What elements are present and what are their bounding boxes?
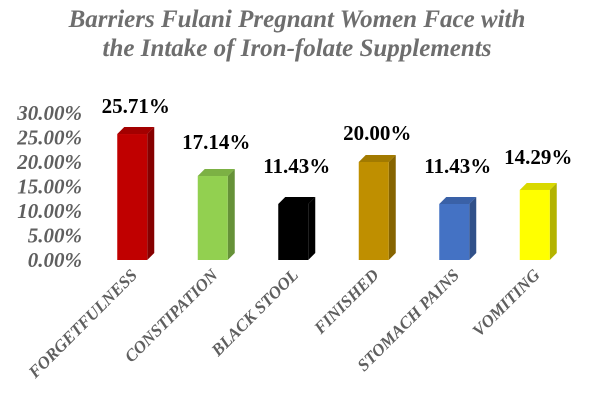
- bar-series: [117, 127, 557, 261]
- bar-side: [147, 127, 155, 261]
- data-label: 17.14%: [182, 130, 250, 154]
- bar-side: [469, 196, 477, 260]
- bar-side: [549, 182, 557, 260]
- chart-title: Barriers Fulani Pregnant Women Face with…: [68, 6, 526, 62]
- data-label: 11.43%: [424, 154, 491, 178]
- x-tick-label: FINISHED: [310, 265, 383, 338]
- bar: [439, 196, 477, 260]
- y-tick-label: 5.00%: [28, 224, 82, 248]
- data-label: 20.00%: [343, 121, 411, 145]
- x-tick-label: BLACK STOOL: [207, 265, 302, 360]
- bar-front: [439, 203, 470, 260]
- x-tick-label: VOMITING: [469, 265, 544, 340]
- bar: [358, 155, 396, 260]
- bar-side: [308, 196, 316, 260]
- bar-top: [278, 196, 316, 204]
- bar-top: [519, 182, 557, 190]
- bar: [197, 169, 235, 260]
- data-label: 14.29%: [504, 145, 572, 169]
- x-tick-label: FORGETFULNESS: [24, 265, 141, 382]
- bar: [278, 196, 316, 260]
- data-labels: 25.71% 17.14% 11.43% 20.00% 11.43% 14.29%: [102, 94, 573, 178]
- bar-front: [519, 189, 550, 260]
- bar-front: [278, 203, 309, 260]
- y-axis: 0.00%5.00%10.00%15.00%20.00%25.00%30.00%: [16, 101, 82, 272]
- bar-top: [197, 169, 235, 177]
- bar-side: [227, 169, 235, 260]
- bar-front: [117, 134, 148, 260]
- bar-top: [439, 196, 477, 204]
- bar-front: [358, 162, 389, 260]
- bar-top: [358, 155, 396, 162]
- y-tick-label: 0.00%: [28, 248, 82, 272]
- y-tick-label: 20.00%: [16, 150, 82, 174]
- chart-title-line-2: the Intake of Iron-folate Supplements: [103, 35, 492, 62]
- bar-front: [197, 176, 228, 260]
- y-tick-label: 10.00%: [17, 199, 82, 223]
- y-tick-label: 30.00%: [16, 101, 82, 125]
- chart-title-line-1: Barriers Fulani Pregnant Women Face with: [68, 6, 526, 33]
- bar-side: [388, 155, 396, 260]
- y-tick-label: 25.00%: [16, 126, 82, 150]
- data-label: 11.43%: [263, 154, 330, 178]
- bar-top: [117, 127, 155, 135]
- y-tick-label: 15.00%: [17, 175, 82, 199]
- bar: [519, 182, 557, 260]
- bar: [117, 127, 155, 261]
- data-label: 25.71%: [102, 94, 170, 118]
